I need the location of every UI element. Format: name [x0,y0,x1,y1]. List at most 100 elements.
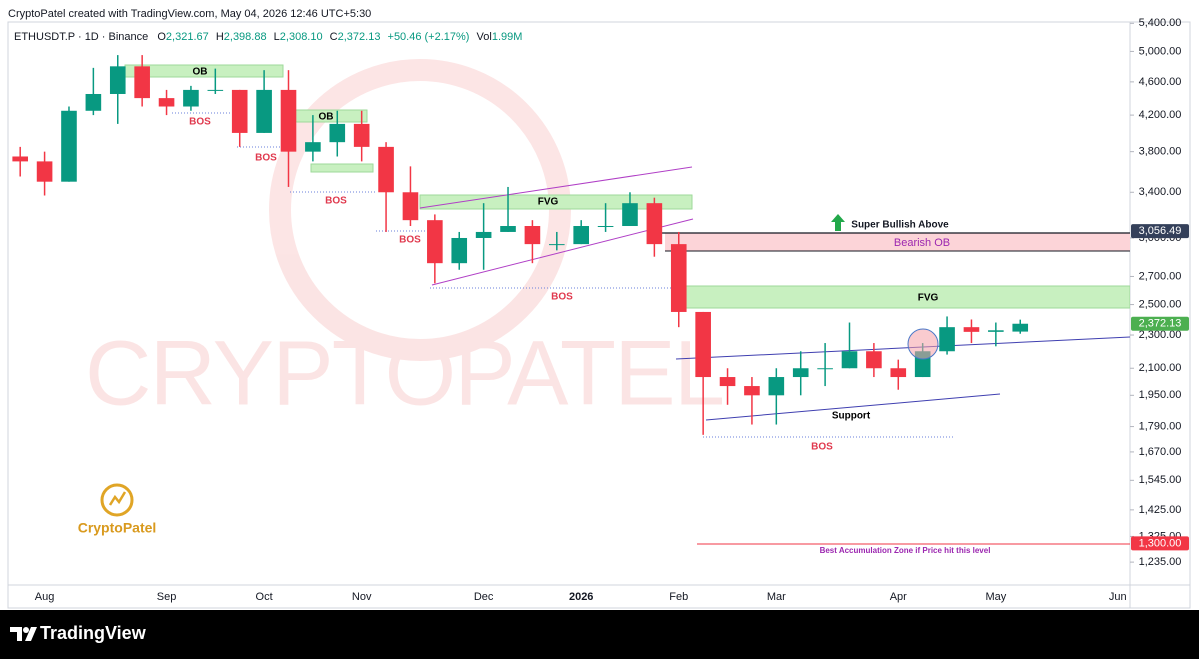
x-tick-label: Aug [35,591,55,603]
footer-logo-dot [23,627,29,633]
candle-body [36,161,53,182]
x-tick-label: Jun [1109,591,1127,603]
candle-body [841,351,858,369]
candle-body [134,66,150,99]
y-tick-label: 1,790.00 [1139,420,1182,432]
footer-bar [0,610,1199,659]
fvg-zone [684,285,1130,309]
candle-body [817,368,833,370]
candle-body [158,98,175,107]
candle-body [256,89,272,133]
y-tick-label: 1,670.00 [1139,446,1182,458]
channel-line [419,166,693,209]
candle-body [890,368,907,378]
y-tick-label: 1,545.00 [1139,474,1182,486]
footer-brand: TradingView [40,623,147,643]
candle-body [12,156,29,162]
bos-label: BOS [811,442,833,453]
y-tick-label: 3,400.00 [1139,186,1182,198]
candle-body [1012,323,1029,332]
x-tick-label: Dec [474,591,494,603]
y-tick-label: 4,600.00 [1139,76,1182,88]
y-tick-label: 2,300.00 [1139,329,1182,341]
fvg-label: FVG [918,293,939,304]
candle-body [695,311,711,378]
candle-body [646,203,663,245]
zone [310,163,374,173]
y-tick-label: 2,100.00 [1139,362,1182,374]
y-tick-label: 1,950.00 [1139,389,1182,401]
y-tick-label: 4,200.00 [1139,109,1182,121]
volume: 1.99M [492,31,523,43]
x-tick-label: Oct [256,591,273,603]
candle-body [866,351,882,369]
attribution: CryptoPatel created with TradingView.com… [8,8,371,20]
candle-body [183,89,199,107]
candle-body [329,123,346,143]
accumulation-label: Best Accumulation Zone if Price hit this… [820,546,991,555]
highlight-circle [907,328,939,360]
x-tick-label: May [985,591,1006,603]
bearish-ob-zone [665,233,1130,251]
price-label-box [1131,316,1189,331]
support-line [705,393,1001,421]
candle-body [207,89,224,91]
logo-ring [100,483,134,517]
candle-body [719,377,736,387]
candle-body [427,220,443,264]
candle-body [378,146,394,193]
ohlc-value: 2,398.88 [224,31,267,43]
watermark-ring [269,59,571,361]
trend-line [675,336,1130,360]
bos-label: BOS [255,153,277,164]
symbol-header: ETHUSDT.P · 1D · Binance O2,321.67 H2,39… [14,31,522,43]
y-tick-label: 3,800.00 [1139,146,1182,158]
candle-body [988,330,1004,332]
candle-body [768,377,785,396]
candles [12,55,1029,435]
up-arrow [831,214,845,231]
candle-body [500,226,516,232]
ohlc-key: C [330,31,338,43]
x-tick-label: Nov [352,591,372,603]
bos-label: BOS [325,196,347,207]
candle-body [524,226,541,245]
ohlc-key: O [157,31,166,43]
price-label-box [1131,224,1189,239]
axes: 5,400.00 5,000.00 4,600.00 4,200.00 3,800.00… [35,17,1189,603]
ob-label: OB [193,67,208,78]
volume-key: Vol [477,31,492,43]
ohlc-value: 2,308.10 [280,31,323,43]
y-tick-label: 1,425.00 [1139,504,1182,516]
bearish-ob-label: Bearish OB [894,237,950,249]
symbol: ETHUSDT.P · 1D · Binance [14,31,148,43]
change: +50.46 (+2.17%) [388,31,470,43]
price-label: 3,056.49 [1139,225,1182,237]
candle-body [622,203,638,227]
bos-label: BOS [399,235,421,246]
watermark: CRYPTOPATEL [85,59,725,424]
ohlc-key: L [274,31,280,43]
candle-body [548,244,565,246]
price-label: 1,300.00 [1139,537,1182,549]
ohlc-key: H [216,31,224,43]
x-tick-label: Apr [890,591,907,603]
candle-body [61,110,77,182]
candle-body [597,226,614,228]
y-tick-label: 5,000.00 [1139,45,1182,57]
candle-body [939,327,955,352]
candle-body [744,386,760,396]
bos-label: BOS [551,292,573,303]
watermark-text: CRYPTOPATEL [85,322,725,424]
fvg-label: FVG [538,197,559,208]
annotation-labels: OB OB BOS BOS BOS BOS FVG BOS Super Bull… [189,67,990,555]
candle-body [573,226,590,245]
logo-text: CryptoPatel [78,520,157,536]
candle-body [231,89,248,133]
candle-body [305,142,321,152]
candle-body [402,192,419,221]
x-tick-label: Mar [767,591,786,603]
chart-frame [7,21,1191,609]
